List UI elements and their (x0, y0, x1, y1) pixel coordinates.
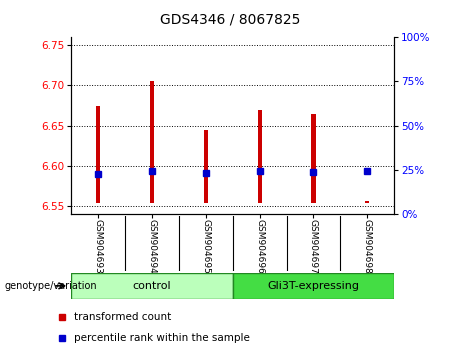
Bar (365, 201, 369, 203)
Bar (96, 105, 100, 203)
Text: GSM904693: GSM904693 (94, 219, 103, 274)
Text: GSM904694: GSM904694 (148, 219, 157, 273)
Text: genotype/variation: genotype/variation (5, 281, 97, 291)
Text: GDS4346 / 8067825: GDS4346 / 8067825 (160, 12, 301, 27)
Text: GSM904697: GSM904697 (309, 219, 318, 274)
Text: transformed count: transformed count (75, 312, 172, 322)
Text: percentile rank within the sample: percentile rank within the sample (75, 332, 250, 343)
Bar (311, 114, 316, 203)
Text: control: control (133, 281, 171, 291)
Bar (71, 273, 233, 299)
Bar (204, 130, 208, 203)
Text: GSM904698: GSM904698 (363, 219, 372, 274)
Text: GSM904695: GSM904695 (201, 219, 210, 274)
Bar (233, 273, 394, 299)
Bar (258, 110, 262, 203)
Text: Gli3T-expressing: Gli3T-expressing (267, 281, 360, 291)
Bar (150, 81, 154, 203)
Text: GSM904696: GSM904696 (255, 219, 264, 274)
